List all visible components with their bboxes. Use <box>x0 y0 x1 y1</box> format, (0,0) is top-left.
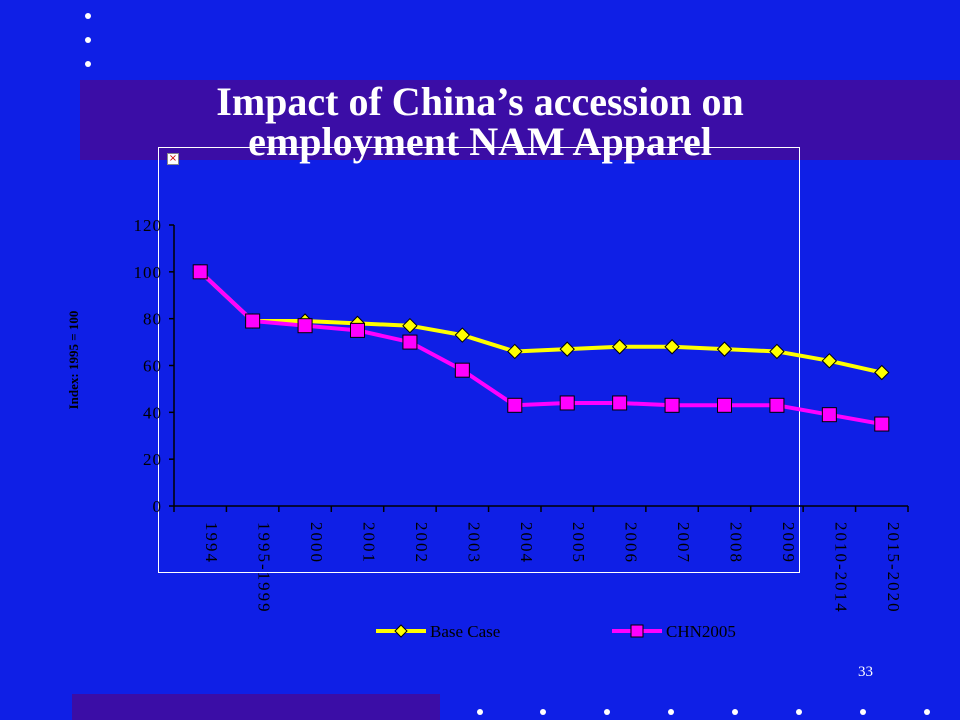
data-point-square <box>454 362 470 378</box>
data-point-square <box>821 407 837 423</box>
data-point-diamond <box>664 339 680 355</box>
x-tick-label: 2006 <box>622 522 641 564</box>
data-point-square <box>664 397 680 413</box>
data-point-square <box>192 264 208 280</box>
legend-label: Base Case <box>430 622 500 641</box>
slide-title: Impact of China’s accession on employmen… <box>100 82 860 162</box>
y-tick-label: 40 <box>143 403 162 422</box>
data-point-diamond <box>874 364 890 381</box>
x-tick-label: 2015-2020 <box>884 522 903 614</box>
x-tick-label: 2007 <box>674 522 693 564</box>
decor-dot <box>540 709 546 715</box>
x-tick-label: 2010-2014 <box>831 522 850 614</box>
title-band <box>80 80 960 160</box>
y-axis-label: Index: 1995 = 100 <box>66 311 81 410</box>
data-point-diamond <box>716 341 733 357</box>
data-point-diamond <box>611 339 628 355</box>
data-point-square <box>769 397 785 413</box>
decor-dot <box>796 709 802 715</box>
data-point-diamond <box>559 341 575 357</box>
x-tick-label: 1995-1999 <box>255 522 274 614</box>
data-point-diamond <box>507 343 523 360</box>
y-tick-label: 120 <box>134 216 163 235</box>
chart-placeholder-frame <box>158 147 800 573</box>
data-point-square <box>402 334 418 350</box>
decor-dot <box>604 709 610 715</box>
data-point-diamond <box>402 317 418 334</box>
decor-dot <box>85 61 91 67</box>
decor-dot <box>477 709 483 715</box>
y-tick-label: 60 <box>143 357 162 376</box>
x-tick-label: 2001 <box>360 522 379 564</box>
legend-marker-square <box>630 624 644 638</box>
data-point-diamond <box>454 327 471 343</box>
x-tick-label: 2000 <box>307 522 326 564</box>
data-point-square <box>350 322 365 338</box>
x-tick-label: 2005 <box>569 522 588 564</box>
data-point-square <box>245 313 261 329</box>
x-tick-label: 1994 <box>202 522 221 564</box>
x-tick-label: 2008 <box>727 522 746 564</box>
slide-number: 33 <box>858 664 873 680</box>
x-tick-label: 2002 <box>412 522 431 564</box>
series-line-base-case <box>198 270 883 375</box>
decor-dot <box>85 37 91 43</box>
legend-label: CHN2005 <box>666 622 736 641</box>
footer-band <box>72 694 440 720</box>
decor-dot <box>668 709 674 715</box>
data-point-square <box>297 318 313 334</box>
decor-dot <box>924 709 930 715</box>
decor-dot <box>85 13 91 19</box>
x-tick-label: 2003 <box>464 522 483 564</box>
data-point-diamond <box>769 343 785 360</box>
y-tick-label: 80 <box>143 310 162 329</box>
y-tick-label: 20 <box>143 450 162 469</box>
broken-image-icon: × <box>167 153 179 165</box>
series-line-chn2005 <box>198 270 883 427</box>
data-point-square <box>874 416 890 432</box>
data-point-diamond <box>821 353 838 369</box>
decor-dot <box>860 709 866 715</box>
data-point-square <box>559 395 575 411</box>
y-tick-label: 0 <box>153 497 163 516</box>
legend-marker-diamond <box>394 624 408 638</box>
data-point-square <box>717 397 732 413</box>
title-line-1: Impact of China’s accession on <box>216 79 744 124</box>
data-point-square <box>612 395 628 411</box>
x-tick-label: 2009 <box>779 522 798 564</box>
data-point-square <box>507 397 523 413</box>
decor-dot <box>732 709 738 715</box>
y-tick-label: 100 <box>134 263 163 282</box>
title-line-2: employment NAM Apparel <box>248 119 712 164</box>
x-tick-label: 2004 <box>517 522 536 564</box>
